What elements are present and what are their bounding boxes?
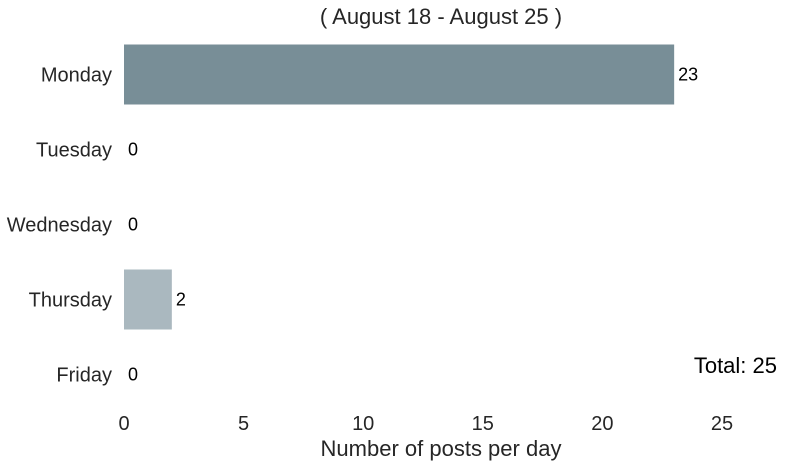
category-label-monday: Monday — [41, 65, 112, 87]
x-tick-label: 25 — [711, 413, 733, 435]
data-label-wednesday: 0 — [128, 215, 138, 235]
category-label-thursday: Thursday — [29, 290, 112, 312]
data-label-tuesday: 0 — [128, 140, 138, 160]
category-labels: Monday Tuesday Wednesday Thursday Friday — [7, 65, 112, 387]
category-label-friday: Friday — [56, 365, 112, 387]
bar-monday — [124, 44, 675, 105]
category-label-wednesday: Wednesday — [7, 215, 112, 237]
x-tick-label: 10 — [352, 413, 374, 435]
category-label-tuesday: Tuesday — [36, 140, 112, 162]
chart-title: ( August 18 - August 25 ) — [320, 4, 562, 29]
x-axis-ticks: 0 5 10 15 20 25 — [118, 413, 733, 435]
data-labels: 23 0 0 2 0 — [128, 65, 698, 385]
x-tick-label: 20 — [591, 413, 613, 435]
x-axis-label: Number of posts per day — [321, 436, 562, 461]
x-tick-label: 15 — [472, 413, 494, 435]
data-label-thursday: 2 — [176, 290, 186, 310]
x-tick-label: 5 — [238, 413, 249, 435]
data-label-friday: 0 — [128, 365, 138, 385]
x-tick-label: 0 — [118, 413, 129, 435]
bars-group — [124, 44, 675, 330]
total-annotation: Total: 25 — [694, 353, 777, 378]
data-label-monday: 23 — [678, 65, 698, 85]
bar-thursday — [124, 269, 172, 330]
